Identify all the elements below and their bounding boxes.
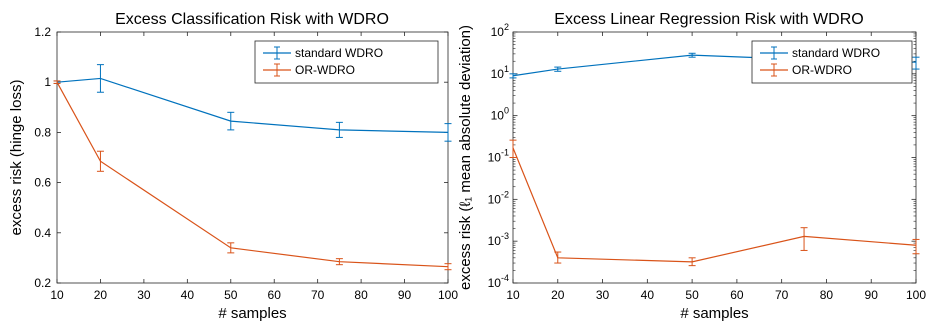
x-axis-label: # samples: [218, 305, 286, 322]
y-tick-label: 0.6: [34, 176, 51, 190]
legend-label: OR-WDRO: [792, 63, 852, 77]
legend: standard WDRO OR-WDRO: [254, 40, 439, 84]
error-bar: [800, 227, 808, 251]
legend-item-2: OR-WDRO: [263, 63, 355, 77]
y-tick-label: 10-1: [488, 148, 509, 165]
y-tick-base: 10: [491, 25, 505, 39]
y-tick-exponent: 2: [504, 22, 509, 32]
error-bar: [912, 56, 920, 70]
x-tick-label: 60: [730, 288, 744, 302]
error-bar: [688, 52, 696, 58]
x-tick-label: 30: [137, 288, 151, 302]
y-tick-label: 102: [491, 22, 509, 39]
legend: standard WDRO OR-WDRO: [751, 40, 913, 84]
y-tick-base: 10: [491, 67, 505, 81]
error-bar: [53, 80, 61, 84]
legend-item-1: standard WDRO: [263, 46, 383, 60]
error-bar: [96, 150, 104, 172]
error-bar: [509, 73, 517, 79]
legend-box: [751, 40, 913, 84]
series-line: [56, 81, 449, 268]
x-tick-label: 70: [311, 288, 325, 302]
x-tick-label: 30: [596, 288, 610, 302]
y-tick-exponent: -3: [501, 231, 509, 241]
chart-title: Excess Classification Risk with WDRO: [115, 11, 389, 28]
legend-label: standard WDRO: [792, 46, 880, 60]
y-tick-label: 0.4: [34, 226, 51, 240]
y-tick-exponent: -4: [501, 273, 509, 283]
chart-title: Excess Linear Regression Risk with WDRO: [554, 11, 863, 28]
y-tick-exponent: -1: [501, 148, 509, 158]
legend-label: OR-WDRO: [295, 63, 355, 77]
x-tick-label: 100: [906, 288, 926, 302]
y-tick-label: 1.2: [34, 25, 51, 39]
error-bar: [509, 139, 517, 158]
y-tick-exponent: 0: [504, 106, 509, 116]
error-bar: [912, 238, 920, 255]
y-tick-label: 1: [44, 75, 51, 89]
error-bar: [335, 121, 343, 138]
y-tick-label: 0.2: [34, 276, 51, 290]
x-tick-label: 40: [641, 288, 655, 302]
x-tick-label: 40: [181, 288, 195, 302]
error-bar: [227, 242, 235, 254]
chart-1: 10 20 30 40 50 60 70 80 90 100 0.2 0.4 0.6 0.8 1 1.2 Exc…: [8, 11, 458, 322]
series-2: [53, 80, 452, 271]
y-tick-base: 10: [488, 192, 502, 206]
y-tick-base: 10: [488, 151, 502, 165]
y-tick-base: 10: [491, 109, 505, 123]
y-tick-exponent: 1: [504, 64, 509, 74]
y-axis-label: excess risk (ℓ₁ mean absolute deviation): [457, 25, 474, 290]
y-tick-base: 10: [488, 234, 502, 248]
series-line: [56, 77, 449, 133]
series-2: [509, 139, 920, 267]
y-tick-label: 10-4: [488, 273, 509, 290]
x-tick-label: 90: [865, 288, 879, 302]
series-line: [512, 147, 917, 263]
error-bar: [688, 257, 696, 267]
error-bar: [444, 123, 452, 142]
y-tick-label: 100: [491, 106, 509, 123]
x-tick-label: 50: [685, 288, 699, 302]
error-bar: [444, 263, 452, 271]
chart-2: 10 20 30 40 50 60 70 80 90 10010-410-310-210-1100…: [457, 11, 926, 322]
x-axis-label: # samples: [680, 305, 748, 322]
x-tick-label: 20: [551, 288, 565, 302]
y-axis-label: excess risk (hinge loss): [8, 80, 25, 236]
y-tick-label: 0.8: [34, 125, 51, 139]
y-tick-label: 101: [491, 64, 509, 81]
axes-box: [56, 31, 449, 284]
legend-item-1: standard WDRO: [760, 46, 880, 60]
y-tick-label: 10-3: [488, 231, 509, 248]
error-bar: [554, 251, 562, 264]
x-tick-label: 10: [506, 288, 520, 302]
legend-label: standard WDRO: [295, 46, 383, 60]
x-tick-label: 100: [438, 288, 458, 302]
series-1: [53, 64, 452, 142]
x-tick-label: 20: [94, 288, 108, 302]
x-tick-label: 80: [820, 288, 834, 302]
x-tick-label: 60: [268, 288, 282, 302]
legend-item-2: OR-WDRO: [760, 63, 852, 77]
x-tick-label: 10: [50, 288, 64, 302]
legend-box: [254, 40, 439, 84]
error-bar: [96, 64, 104, 93]
x-tick-label: 80: [354, 288, 368, 302]
y-tick-base: 10: [488, 276, 502, 290]
y-tick-exponent: -2: [501, 189, 509, 199]
x-tick-label: 50: [224, 288, 238, 302]
error-bar: [554, 66, 562, 72]
x-tick-label: 90: [398, 288, 412, 302]
error-bar: [227, 111, 235, 131]
y-tick-label: 10-2: [488, 189, 509, 206]
error-bar: [335, 258, 343, 266]
x-tick-label: 70: [775, 288, 789, 302]
